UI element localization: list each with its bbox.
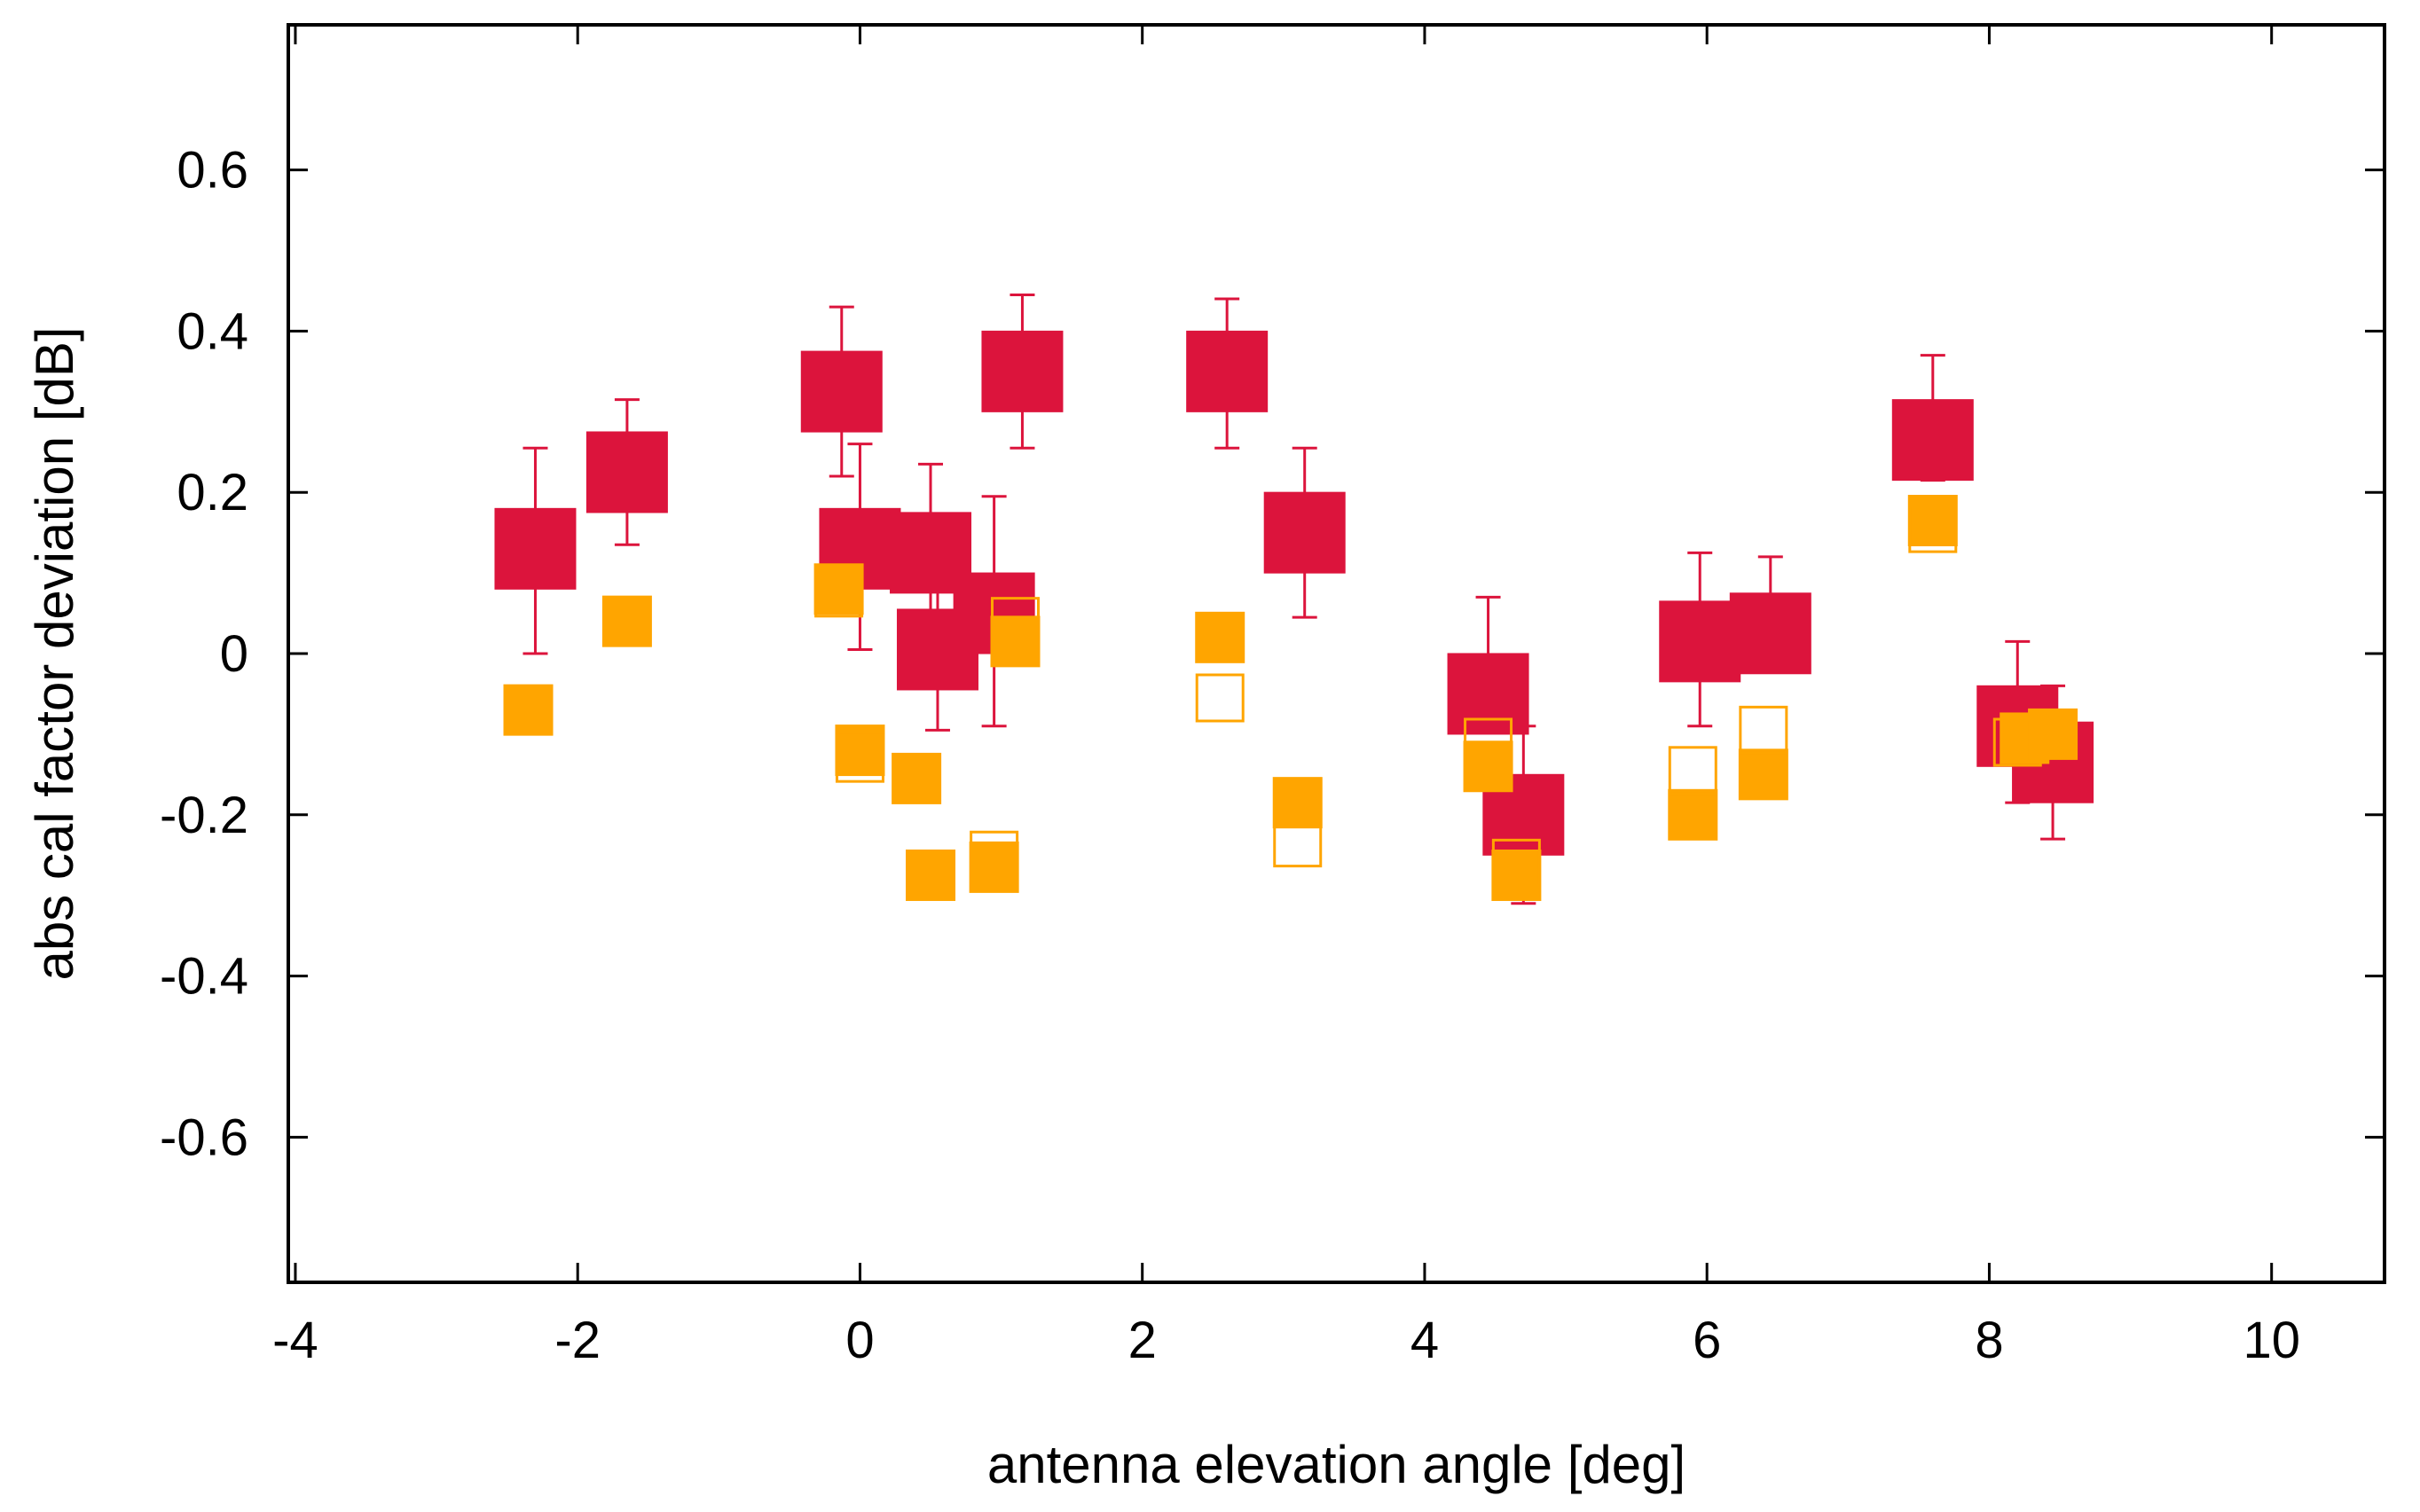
y-tick-label: -0.4 [160, 948, 248, 1006]
y-tick-label: 0.4 [177, 302, 248, 360]
axis-ticks [288, 25, 2385, 1282]
x-tick-label: 6 [1693, 1312, 1721, 1369]
orange-open-square-point [1491, 838, 1541, 888]
orange-filled-square-point [906, 849, 956, 901]
orange-filled-square-point [1668, 788, 1718, 841]
axis-tick-labels: -4 -2 0 2 4 6 8 10 -0.6 -0.4 -0.2 0 0.2 0.4 0.6 [160, 142, 2300, 1369]
orange-open-square-point [1739, 705, 1788, 755]
crimson-square-point [800, 350, 883, 433]
crimson-square-point [981, 330, 1064, 412]
x-tick-label: 10 [2243, 1312, 2300, 1369]
orange-filled-square-point [835, 725, 885, 777]
crimson-square-point [1729, 592, 1811, 675]
orange-filled-square-point [1491, 849, 1542, 901]
orange-open-square-point [1273, 819, 1323, 868]
orange-open-square-point [1464, 717, 1513, 767]
orange-open-square-point [602, 597, 652, 646]
x-tick-label: 8 [1975, 1312, 2003, 1369]
x-tick-label: 0 [845, 1312, 874, 1369]
crimson-square-point [494, 507, 577, 590]
orange-open-square-point [1195, 673, 1245, 723]
orange-open-square-point [1668, 746, 1717, 795]
y-tick-label: -0.2 [160, 787, 248, 844]
x-axis-label: antenna elevation angle [deg] [987, 1435, 1685, 1494]
y-axis-label: abs cal factor deviation [dB] [25, 326, 84, 980]
orange-open-square-point [1992, 717, 2042, 767]
y-tick-label: 0.2 [177, 464, 248, 521]
x-tick-label: 2 [1128, 1312, 1157, 1369]
orange-filled-square-point [1907, 495, 1958, 547]
orange-open-square-point [970, 830, 1019, 880]
crimson-square-point [585, 431, 668, 513]
orange-open-square-point [990, 597, 1040, 646]
y-tick-label: 0.6 [177, 142, 248, 200]
data-marks [494, 294, 2094, 905]
orange-filled-square-point [813, 563, 864, 615]
x-tick-label: -2 [554, 1312, 601, 1369]
orange-filled-square-point [1195, 611, 1245, 663]
crimson-square-point [1447, 653, 1529, 735]
crimson-square-point [1659, 600, 1741, 683]
orange-filled-square-point [503, 684, 554, 736]
orange-filled-square-point [601, 595, 652, 647]
orange-filled-square-point [969, 841, 1019, 893]
y-tick-label: -0.6 [160, 1109, 248, 1166]
crimson-square-point [1263, 491, 1346, 574]
orange-open-square-point [1908, 504, 1958, 553]
orange-filled-square-point [1738, 748, 1788, 801]
y-tick-label: 0 [220, 625, 248, 683]
orange-filled-square-point [990, 615, 1041, 668]
plot-frame [287, 23, 2386, 1284]
x-tick-label: 4 [1410, 1312, 1439, 1369]
crimson-square-point [1891, 399, 1974, 482]
crimson-square-point [1186, 330, 1269, 412]
orange-open-square-point [835, 733, 884, 783]
orange-filled-square-point [892, 752, 942, 804]
x-tick-label: -4 [272, 1312, 318, 1369]
orange-filled-square-point [2028, 708, 2078, 760]
orange-open-square-point [814, 568, 864, 618]
